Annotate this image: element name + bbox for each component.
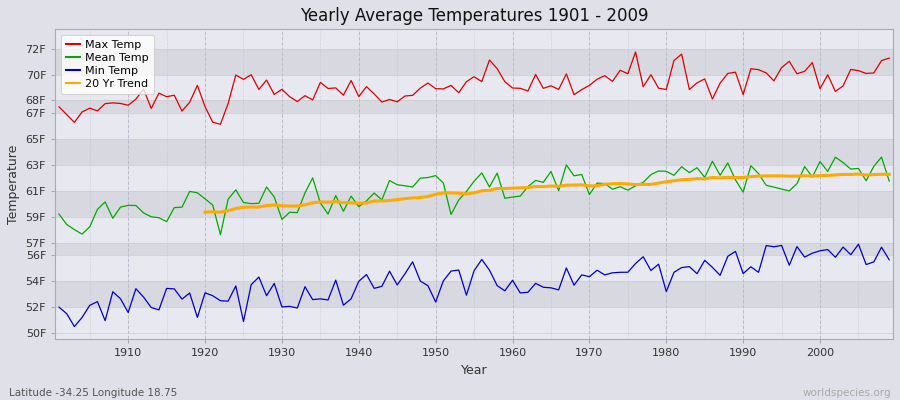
Bar <box>55 74 893 100</box>
Max Temp <box>507 86 517 90</box>
Min Temp <box>122 310 133 315</box>
Max Temp <box>884 56 895 60</box>
Min Temp <box>338 303 349 308</box>
Max Temp <box>215 122 226 127</box>
Bar <box>55 29 893 49</box>
Mean Temp <box>54 212 65 216</box>
Max Temp <box>630 50 641 54</box>
Bar <box>55 256 893 281</box>
Line: Max Temp: Max Temp <box>59 52 889 124</box>
Min Temp <box>54 305 65 310</box>
20 Yr Trend <box>868 172 879 177</box>
Bar <box>55 100 893 113</box>
Line: Min Temp: Min Temp <box>59 244 889 326</box>
Mean Temp <box>115 205 126 210</box>
Max Temp <box>292 99 302 104</box>
Bar <box>55 281 893 307</box>
20 Yr Trend <box>300 202 310 207</box>
Max Temp <box>515 86 526 91</box>
Mean Temp <box>515 194 526 198</box>
Min Temp <box>884 258 895 262</box>
Bar <box>55 191 893 217</box>
Min Temp <box>292 306 302 310</box>
20 Yr Trend <box>215 210 226 215</box>
Bar <box>55 113 893 139</box>
20 Yr Trend <box>776 174 787 178</box>
Bar <box>55 242 893 256</box>
Max Temp <box>338 93 349 98</box>
20 Yr Trend <box>200 210 211 214</box>
Mean Temp <box>507 195 517 200</box>
X-axis label: Year: Year <box>461 364 488 377</box>
Line: Mean Temp: Mean Temp <box>59 157 889 235</box>
Text: Latitude -34.25 Longitude 18.75: Latitude -34.25 Longitude 18.75 <box>9 388 177 398</box>
Max Temp <box>115 101 126 106</box>
Min Temp <box>853 242 864 247</box>
Min Temp <box>69 324 80 329</box>
Mean Temp <box>884 179 895 184</box>
Max Temp <box>608 79 618 84</box>
Bar <box>55 217 893 242</box>
Min Temp <box>507 278 517 283</box>
Y-axis label: Temperature: Temperature <box>7 145 20 224</box>
Min Temp <box>515 290 526 295</box>
Bar <box>55 307 893 333</box>
Min Temp <box>608 270 618 275</box>
Text: worldspecies.org: worldspecies.org <box>803 388 891 398</box>
20 Yr Trend <box>684 177 695 182</box>
20 Yr Trend <box>884 172 895 177</box>
Bar <box>55 333 893 340</box>
Bar <box>55 139 893 165</box>
20 Yr Trend <box>792 174 803 178</box>
Mean Temp <box>876 155 886 160</box>
20 Yr Trend <box>853 172 864 176</box>
Bar <box>55 49 893 74</box>
Bar <box>55 165 893 191</box>
Mean Temp <box>292 210 302 215</box>
Title: Yearly Average Temperatures 1901 - 2009: Yearly Average Temperatures 1901 - 2009 <box>300 7 648 25</box>
Mean Temp <box>215 232 226 237</box>
Max Temp <box>54 104 65 109</box>
20 Yr Trend <box>415 195 426 200</box>
Line: 20 Yr Trend: 20 Yr Trend <box>205 174 889 212</box>
Mean Temp <box>608 187 618 192</box>
Legend: Max Temp, Mean Temp, Min Temp, 20 Yr Trend: Max Temp, Mean Temp, Min Temp, 20 Yr Tre… <box>60 35 154 94</box>
Mean Temp <box>338 209 349 214</box>
